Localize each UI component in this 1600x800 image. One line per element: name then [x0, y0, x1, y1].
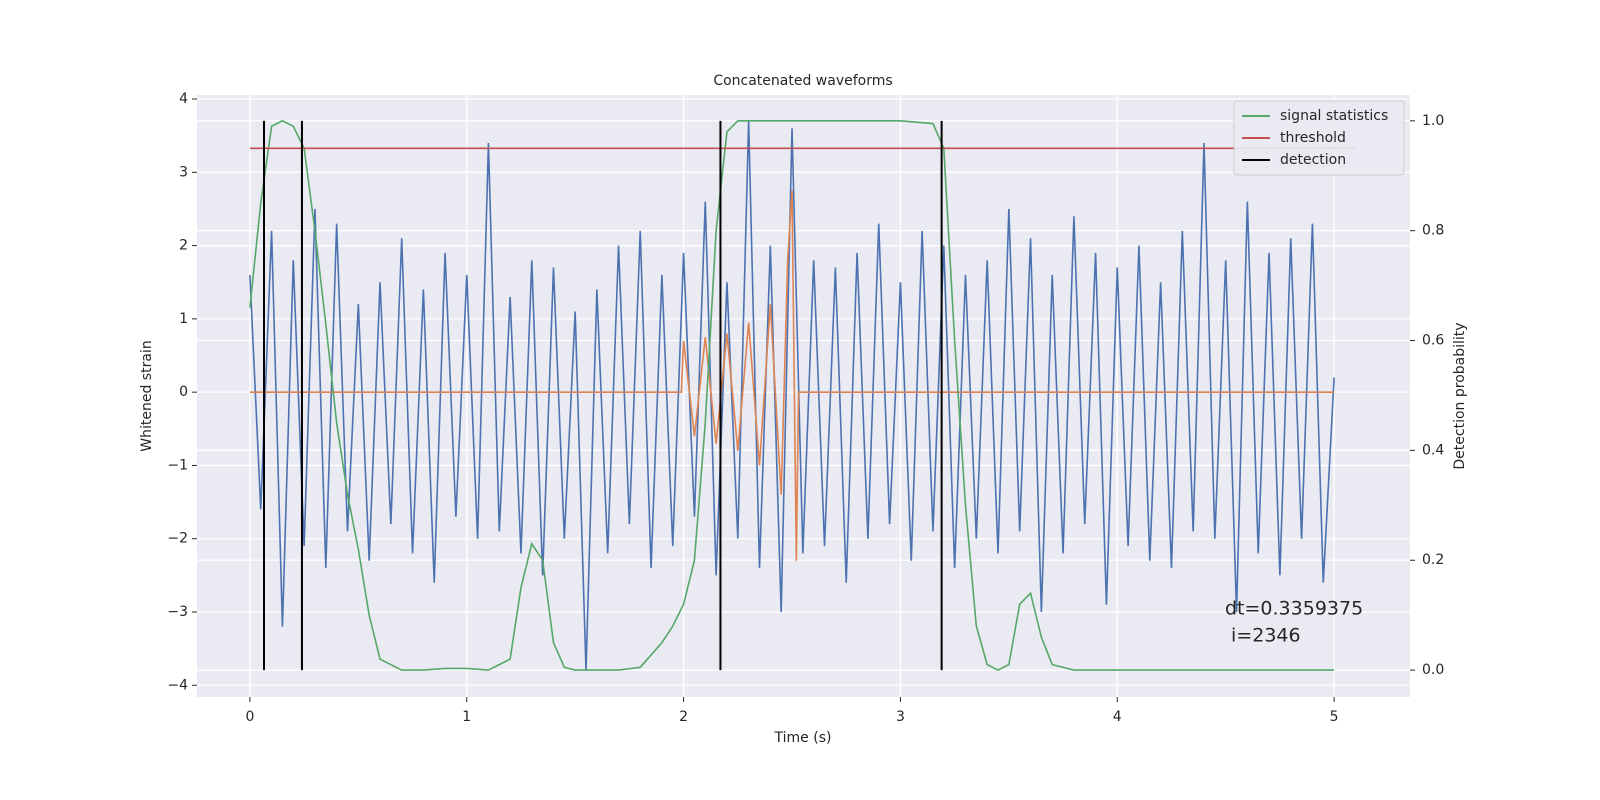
y2-tick-label: 0.4: [1422, 442, 1444, 458]
legend-label: threshold: [1280, 130, 1346, 146]
y2-axis-label: Detection probability: [1452, 322, 1468, 469]
series-line: [249, 119, 1335, 671]
x-tick-label: 3: [896, 709, 905, 725]
y-tick-label: −2: [167, 531, 188, 547]
x-axis-label: Time (s): [774, 730, 832, 746]
y-tick-label: −3: [167, 604, 188, 620]
y-tick-label: 3: [179, 164, 188, 180]
annotation: i=2346: [1225, 625, 1301, 647]
y-axis-label: Whitened strain: [139, 340, 155, 451]
x-tick-label: 2: [679, 709, 688, 725]
x-tick-label: 0: [245, 709, 254, 725]
y2-tick-label: 0.2: [1422, 552, 1444, 568]
legend: signal statistics threshold detection: [1233, 100, 1405, 176]
y2-tick-label: 1.0: [1422, 113, 1444, 129]
y2-tick-label: 0.6: [1422, 333, 1444, 349]
annotation: dt=0.3359375: [1225, 598, 1363, 620]
legend-label: signal statistics: [1280, 108, 1388, 124]
y2-tick-label: 0.0: [1422, 662, 1444, 678]
y-tick-label: 2: [179, 238, 188, 254]
series-line: [249, 120, 1335, 671]
y-tick-label: 4: [179, 91, 188, 107]
legend-box: [1233, 100, 1405, 176]
y2-tick-label: 0.8: [1422, 223, 1444, 239]
x-tick-label: 5: [1330, 709, 1339, 725]
legend-label: detection: [1280, 152, 1346, 168]
y-tick-label: −1: [167, 457, 188, 473]
series-line: [249, 190, 1335, 561]
x-tick-label: 4: [1113, 709, 1122, 725]
x-tick-label: 1: [462, 709, 471, 725]
chart-title: Concatenated waveforms: [713, 73, 892, 89]
y-tick-label: −4: [167, 677, 188, 693]
y-tick-label: 0: [179, 384, 188, 400]
plot-area: [197, 95, 1410, 697]
y-tick-label: 1: [179, 311, 188, 327]
